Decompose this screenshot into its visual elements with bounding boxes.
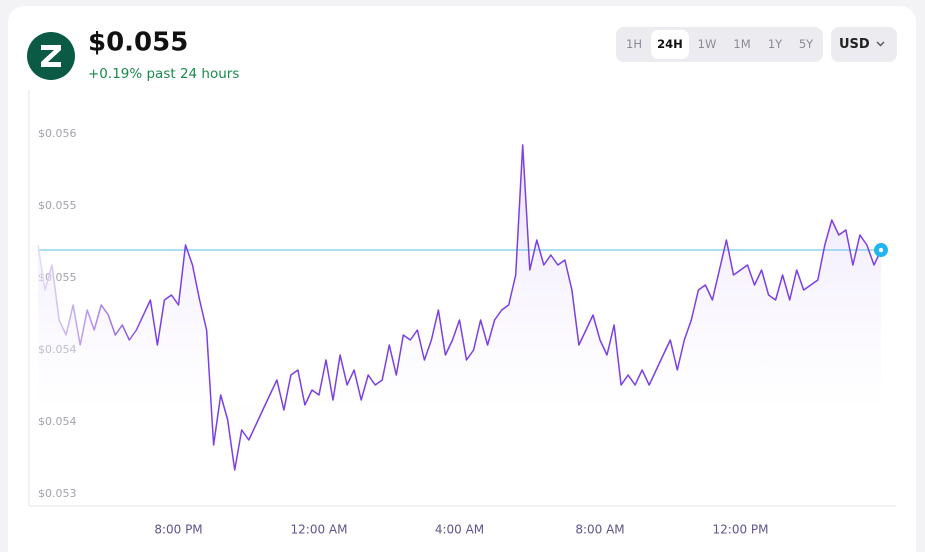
y-tick-label: $0.053 <box>38 487 77 500</box>
range-button[interactable]: 5Y <box>799 37 814 51</box>
area <box>38 145 881 470</box>
range-button[interactable]: 1Y <box>768 37 783 51</box>
x-tick-label: 12:00 PM <box>713 523 769 537</box>
x-tick-label: 12:00 AM <box>291 523 348 537</box>
range-button[interactable]: 1W <box>698 37 717 51</box>
price-line <box>37 144 882 471</box>
current-dot-center <box>878 247 884 253</box>
range-button[interactable]: 1M <box>733 37 750 51</box>
chevron <box>876 41 885 47</box>
currency-label: USD <box>839 37 870 52</box>
y-tick-label: $0.054 <box>38 415 77 428</box>
range-buttons: 1H 24H 1W 1M 1Y 5Y <box>626 30 814 59</box>
currency-select[interactable] <box>831 27 897 62</box>
logo-mark <box>41 45 61 67</box>
x-tick-label: 8:00 AM <box>575 523 624 537</box>
x-tick-label: 4:00 AM <box>435 523 484 537</box>
y-tick-label: $0.055 <box>38 199 77 212</box>
range-button-selected[interactable] <box>651 30 689 59</box>
range-group <box>616 27 823 62</box>
price-change: +0.19% past 24 hours <box>88 66 239 82</box>
price: $0.055 <box>88 28 188 58</box>
y-tick-label: $0.056 <box>38 127 77 140</box>
x-tick-label: 8:00 PM <box>154 523 202 537</box>
range-button[interactable]: 1H <box>626 37 642 51</box>
card <box>8 6 916 552</box>
range-button[interactable]: 24H <box>657 37 683 51</box>
plot: $0.056$0.055$0.055$0.054$0.054$0.0538:00… <box>37 127 888 537</box>
